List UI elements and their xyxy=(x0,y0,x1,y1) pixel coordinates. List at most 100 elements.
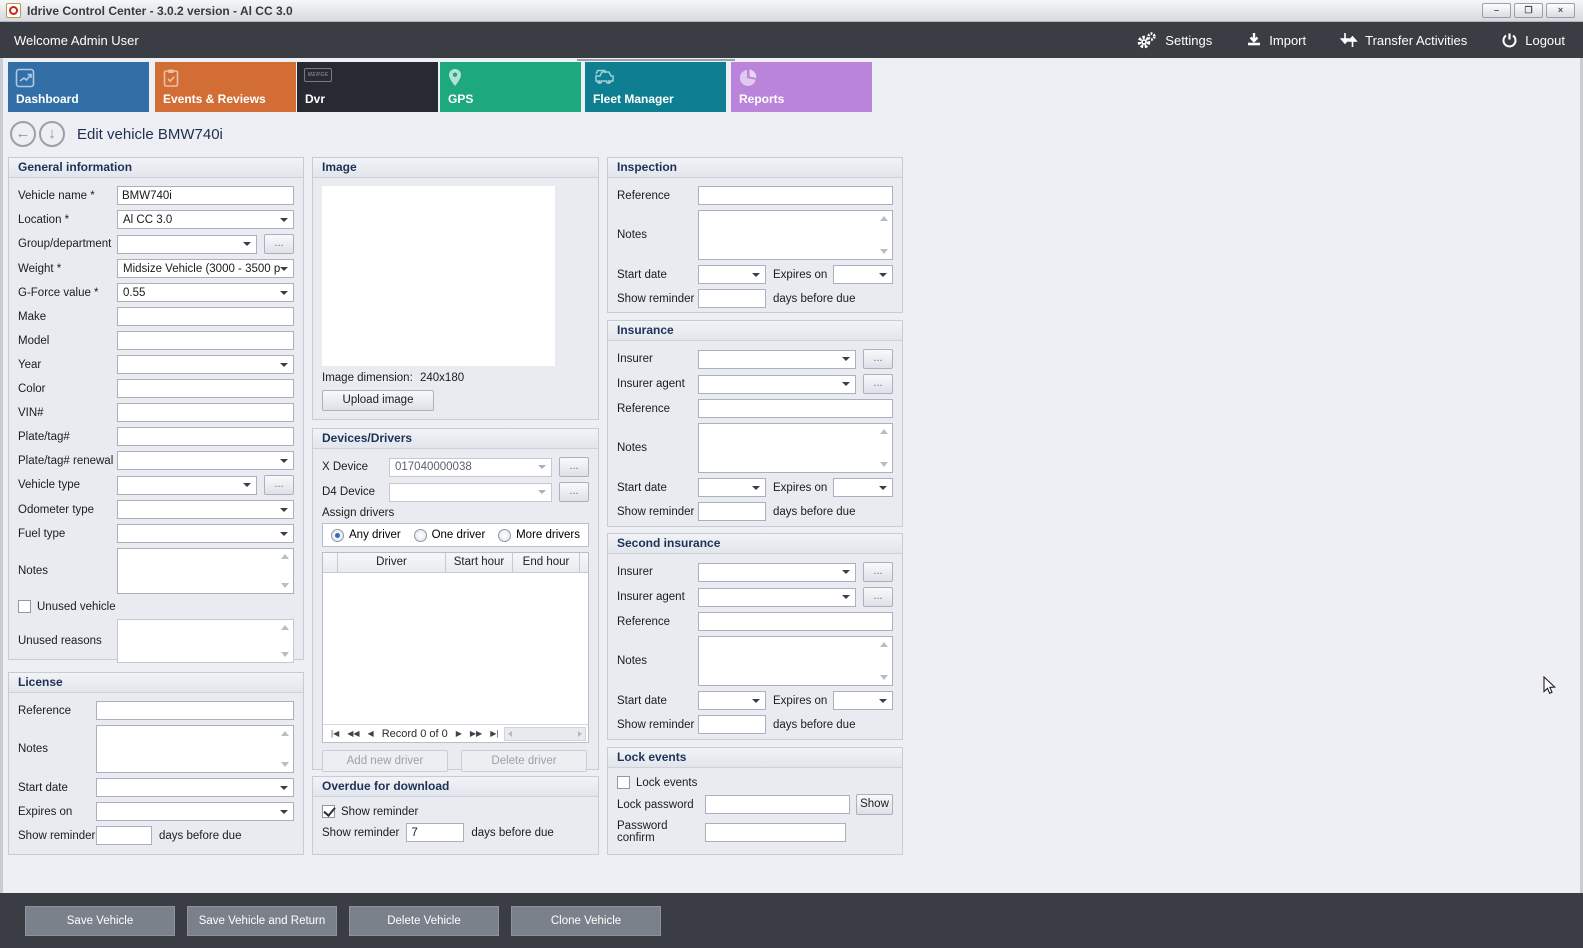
insurance-agent-browse-button[interactable]: ... xyxy=(863,374,893,394)
inspection-start-date-select[interactable] xyxy=(698,265,766,284)
fast-prev-record-icon[interactable]: ◀◀ xyxy=(347,729,360,738)
panel-title-devices: Devices/Drivers xyxy=(313,429,598,449)
column-header-start-hour[interactable]: Start hour xyxy=(446,553,513,572)
vin-input[interactable] xyxy=(117,403,294,422)
vehicle-type-select[interactable] xyxy=(117,475,257,495)
power-icon xyxy=(1501,32,1518,49)
x-device-select[interactable]: 017040000038 xyxy=(389,457,552,477)
window-title: Idrive Control Center - 3.0.2 version - … xyxy=(27,3,293,18)
settings-button[interactable]: Settings xyxy=(1136,31,1212,49)
second-insurance-insurer-select[interactable] xyxy=(698,562,856,582)
save-vehicle-button[interactable]: Save Vehicle xyxy=(25,905,175,936)
tab-gps[interactable]: GPS xyxy=(440,62,581,112)
last-record-icon[interactable]: ▶| xyxy=(490,729,499,738)
show-password-button[interactable]: Show xyxy=(856,794,893,815)
license-expires-select[interactable] xyxy=(96,802,294,821)
insurance-start-date-select[interactable] xyxy=(698,478,766,497)
second-insurance-agent-browse-button[interactable]: ... xyxy=(863,587,893,607)
x-device-browse-button[interactable]: ... xyxy=(559,457,589,477)
unused-reasons-textarea[interactable] xyxy=(117,619,294,663)
gforce-select[interactable]: 0.55 xyxy=(117,283,294,302)
overdue-reminder-input[interactable] xyxy=(406,823,465,842)
plate-tag-input[interactable] xyxy=(117,427,294,446)
group-department-select[interactable] xyxy=(117,234,257,254)
insurance-agent-select[interactable] xyxy=(698,374,856,394)
transfer-activities-button[interactable]: Transfer Activities xyxy=(1340,31,1467,49)
back-button[interactable]: ← xyxy=(10,121,36,147)
insurance-insurer-browse-button[interactable]: ... xyxy=(863,349,893,369)
second-insurance-start-date-select[interactable] xyxy=(698,691,766,710)
column-header-driver[interactable]: Driver xyxy=(338,553,446,572)
next-record-icon[interactable]: ▶ xyxy=(455,729,462,738)
license-reminder-input[interactable] xyxy=(96,826,152,845)
lock-password-input[interactable] xyxy=(705,795,850,814)
vehicle-type-browse-button[interactable]: ... xyxy=(264,475,294,495)
maximize-button[interactable]: ❒ xyxy=(1514,3,1543,18)
insurance-expires-select[interactable] xyxy=(833,478,893,497)
d4-device-select[interactable] xyxy=(389,482,552,502)
close-button[interactable]: × xyxy=(1546,3,1575,18)
logout-button[interactable]: Logout xyxy=(1501,32,1565,49)
group-department-browse-button[interactable]: ... xyxy=(264,234,294,254)
license-notes-textarea[interactable] xyxy=(96,725,294,773)
first-record-icon[interactable]: |◀ xyxy=(331,729,340,738)
second-insurance-expires-select[interactable] xyxy=(833,691,893,710)
inspection-reference-input[interactable] xyxy=(698,186,893,205)
make-input[interactable] xyxy=(117,307,294,326)
upload-image-button[interactable]: Upload image xyxy=(322,390,434,411)
tab-fleet-manager[interactable]: Fleet Manager xyxy=(585,62,726,112)
tab-dashboard[interactable]: Dashboard xyxy=(8,62,149,112)
tab-events-reviews[interactable]: Events & Reviews xyxy=(155,62,296,112)
inspection-expires-select[interactable] xyxy=(833,265,893,284)
second-insurance-reference-input[interactable] xyxy=(698,612,893,631)
lock-events-checkbox[interactable] xyxy=(617,776,630,789)
insurance-notes-textarea[interactable] xyxy=(698,423,893,473)
add-new-driver-button[interactable]: Add new driver xyxy=(322,750,448,772)
delete-driver-button[interactable]: Delete driver xyxy=(461,750,587,772)
license-start-date-select[interactable] xyxy=(96,778,294,797)
year-select[interactable] xyxy=(117,355,294,374)
second-insurance-agent-select[interactable] xyxy=(698,587,856,607)
general-notes-textarea[interactable] xyxy=(117,548,294,594)
insurance-insurer-select[interactable] xyxy=(698,349,856,369)
dropdown-arrow-icon xyxy=(879,485,887,490)
scroll-down-button[interactable]: ↓ xyxy=(39,121,65,147)
radio-one-driver[interactable]: One driver xyxy=(413,528,485,542)
insurance-reminder-input[interactable] xyxy=(698,502,766,521)
inspection-reminder-input[interactable] xyxy=(698,289,766,308)
save-vehicle-and-return-button[interactable]: Save Vehicle and Return xyxy=(187,905,337,936)
tab-dvr[interactable]: MERGE Dvr xyxy=(297,62,438,112)
horizontal-scrollbar[interactable] xyxy=(504,726,586,741)
fuel-type-select[interactable] xyxy=(117,524,294,543)
vehicle-name-input[interactable] xyxy=(117,186,294,205)
clone-vehicle-button[interactable]: Clone Vehicle xyxy=(511,905,661,936)
column-header-end-hour[interactable]: End hour xyxy=(513,553,580,572)
password-confirm-input[interactable] xyxy=(705,822,846,842)
license-reference-input[interactable] xyxy=(96,701,294,720)
overdue-show-reminder-checkbox[interactable] xyxy=(322,805,335,818)
import-button[interactable]: Import xyxy=(1246,32,1306,48)
tab-reports[interactable]: Reports xyxy=(731,62,872,112)
gears-icon xyxy=(1136,31,1158,49)
d4-device-browse-button[interactable]: ... xyxy=(559,482,589,502)
field-label: Start date xyxy=(617,694,667,707)
second-insurance-reminder-input[interactable] xyxy=(698,715,766,734)
model-input[interactable] xyxy=(117,331,294,350)
delete-vehicle-button[interactable]: Delete Vehicle xyxy=(349,905,499,936)
location-select[interactable]: Al CC 3.0 xyxy=(117,210,294,229)
second-insurance-notes-textarea[interactable] xyxy=(698,636,893,686)
inspection-notes-textarea[interactable] xyxy=(698,210,893,260)
weight-select[interactable]: Midsize Vehicle (3000 - 3500 p... xyxy=(117,259,294,278)
prev-record-icon[interactable]: ◀ xyxy=(367,729,374,738)
fast-next-record-icon[interactable]: ▶▶ xyxy=(469,729,483,738)
unused-vehicle-checkbox[interactable] xyxy=(18,600,31,613)
insurance-reference-input[interactable] xyxy=(698,399,893,418)
radio-any-driver[interactable]: Any driver xyxy=(331,528,401,542)
radio-more-drivers[interactable]: More drivers xyxy=(498,528,580,542)
plate-renewal-select[interactable] xyxy=(117,451,294,470)
odometer-type-select[interactable] xyxy=(117,500,294,519)
color-input[interactable] xyxy=(117,379,294,398)
minimize-button[interactable]: – xyxy=(1482,3,1511,18)
second-insurance-insurer-browse-button[interactable]: ... xyxy=(863,562,893,582)
field-label: Weight * xyxy=(18,262,62,275)
